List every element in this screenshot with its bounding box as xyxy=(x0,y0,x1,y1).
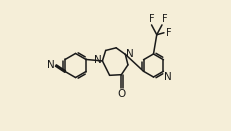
Text: F: F xyxy=(166,28,171,38)
Text: N: N xyxy=(94,55,101,65)
Text: F: F xyxy=(149,14,154,24)
Text: N: N xyxy=(164,72,172,82)
Text: N: N xyxy=(48,60,55,70)
Text: N: N xyxy=(126,49,134,59)
Text: O: O xyxy=(117,89,125,99)
Text: F: F xyxy=(162,14,168,24)
